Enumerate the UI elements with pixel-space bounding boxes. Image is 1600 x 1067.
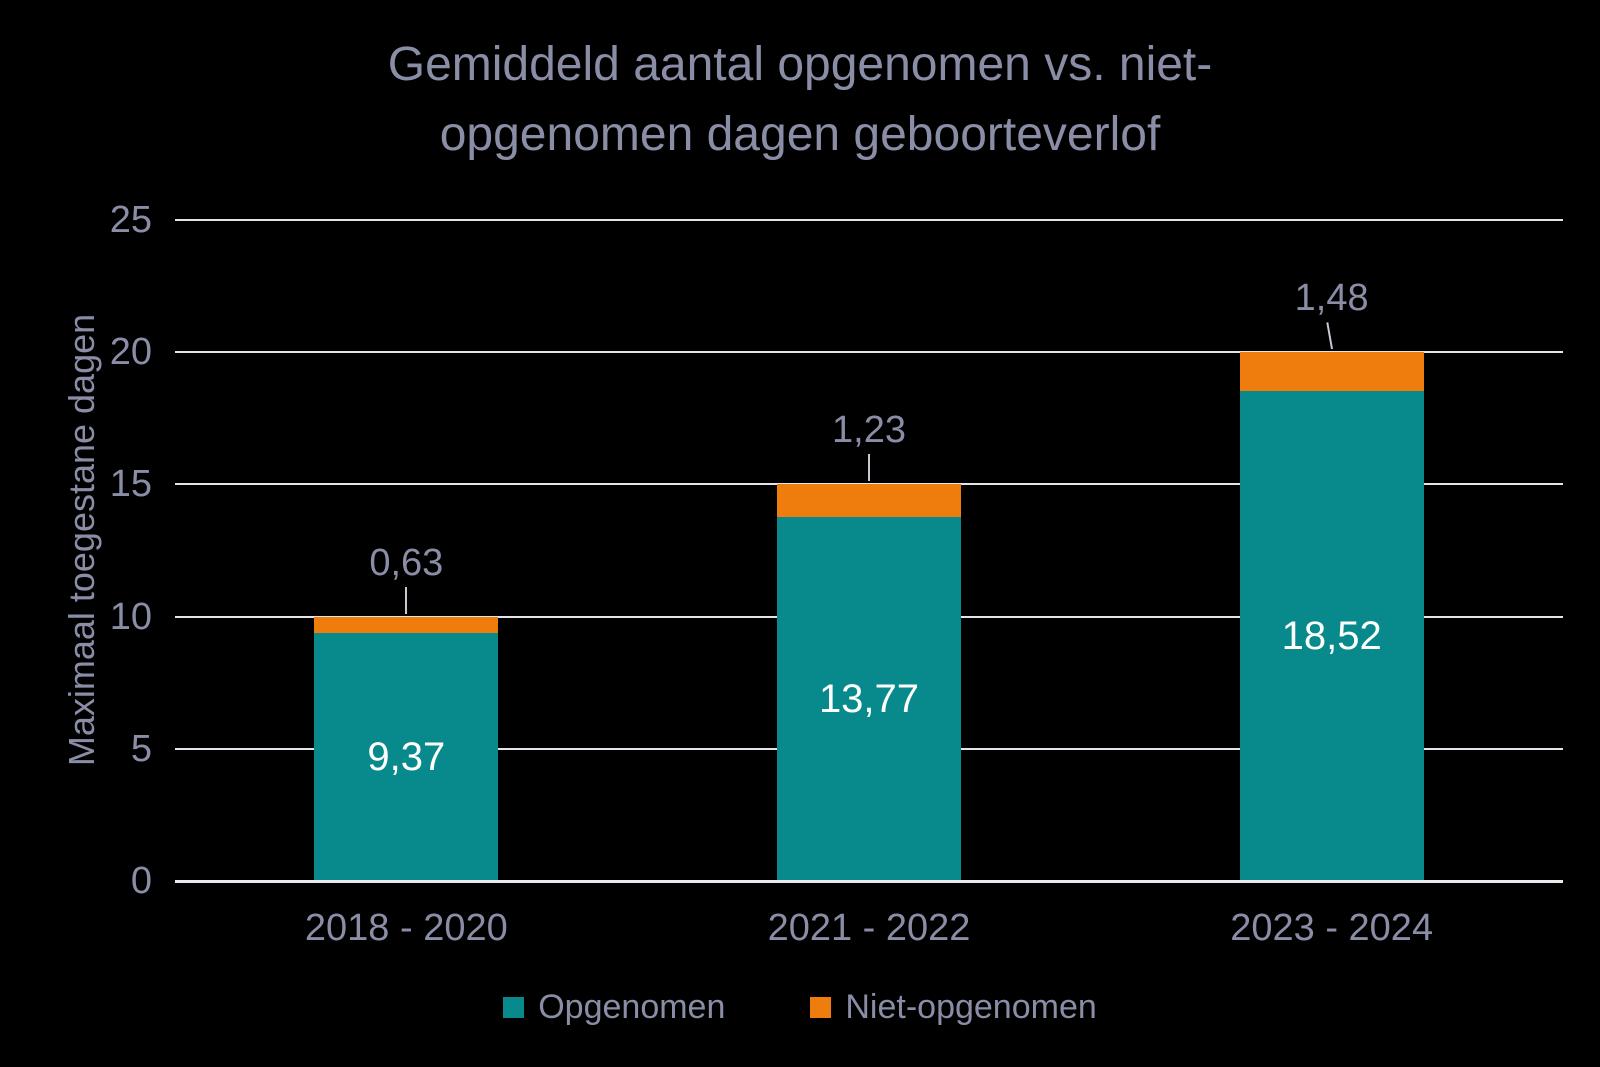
y-tick-label: 15 xyxy=(109,463,152,506)
bar-segment-niet-opgenomen xyxy=(1239,352,1424,392)
legend-swatch-niet-opgenomen-icon xyxy=(810,997,832,1018)
gridline xyxy=(175,351,1563,354)
gridline xyxy=(175,219,1563,221)
data-label-opgenomen: 18,52 xyxy=(1281,614,1382,659)
bar-segment-opgenomen xyxy=(314,633,499,881)
y-tick-label: 20 xyxy=(109,331,152,374)
y-axis-title: Maximaal toegestane dagen xyxy=(61,313,102,767)
x-category-label: 2018 - 2020 xyxy=(304,907,508,949)
y-tick-label: 5 xyxy=(130,727,152,770)
bar-segment-niet-opgenomen xyxy=(777,484,961,517)
y-tick-label: 10 xyxy=(109,595,152,638)
y-tick-label: 25 xyxy=(109,199,152,241)
legend-label-niet-opgenomen: Niet-opgenomen xyxy=(845,988,1097,1026)
bar-segment-opgenomen xyxy=(777,516,961,881)
legend-item-opgenomen: Opgenomen xyxy=(503,988,725,1027)
chart-title: Gemiddeld aantal opgenomen vs. niet-opge… xyxy=(387,38,1213,161)
x-axis-line xyxy=(175,880,1563,883)
x-category-label: 2021 - 2022 xyxy=(767,907,971,949)
bar-segment-niet-opgenomen xyxy=(314,616,499,634)
legend-label-opgenomen: Opgenomen xyxy=(538,988,726,1026)
leader-line xyxy=(1325,322,1333,350)
data-label-opgenomen: 9,37 xyxy=(367,735,446,780)
y-tick-label: 0 xyxy=(130,860,152,902)
x-category-label: 2023 - 2024 xyxy=(1230,907,1434,949)
data-label-niet-opgenomen: 0,63 xyxy=(369,541,444,584)
data-label-opgenomen: 13,77 xyxy=(818,676,920,721)
legend-item-niet-opgenomen: Niet-opgenomen xyxy=(810,988,1097,1027)
legend-swatch-opgenomen-icon xyxy=(503,997,525,1018)
leader-line xyxy=(405,586,408,614)
legend: Opgenomen Niet-opgenomen xyxy=(0,988,1600,1027)
leader-line xyxy=(868,454,870,482)
data-label-niet-opgenomen: 1,23 xyxy=(832,409,906,452)
bar-segment-opgenomen xyxy=(1239,391,1424,881)
data-label-niet-opgenomen: 1,48 xyxy=(1294,277,1369,320)
